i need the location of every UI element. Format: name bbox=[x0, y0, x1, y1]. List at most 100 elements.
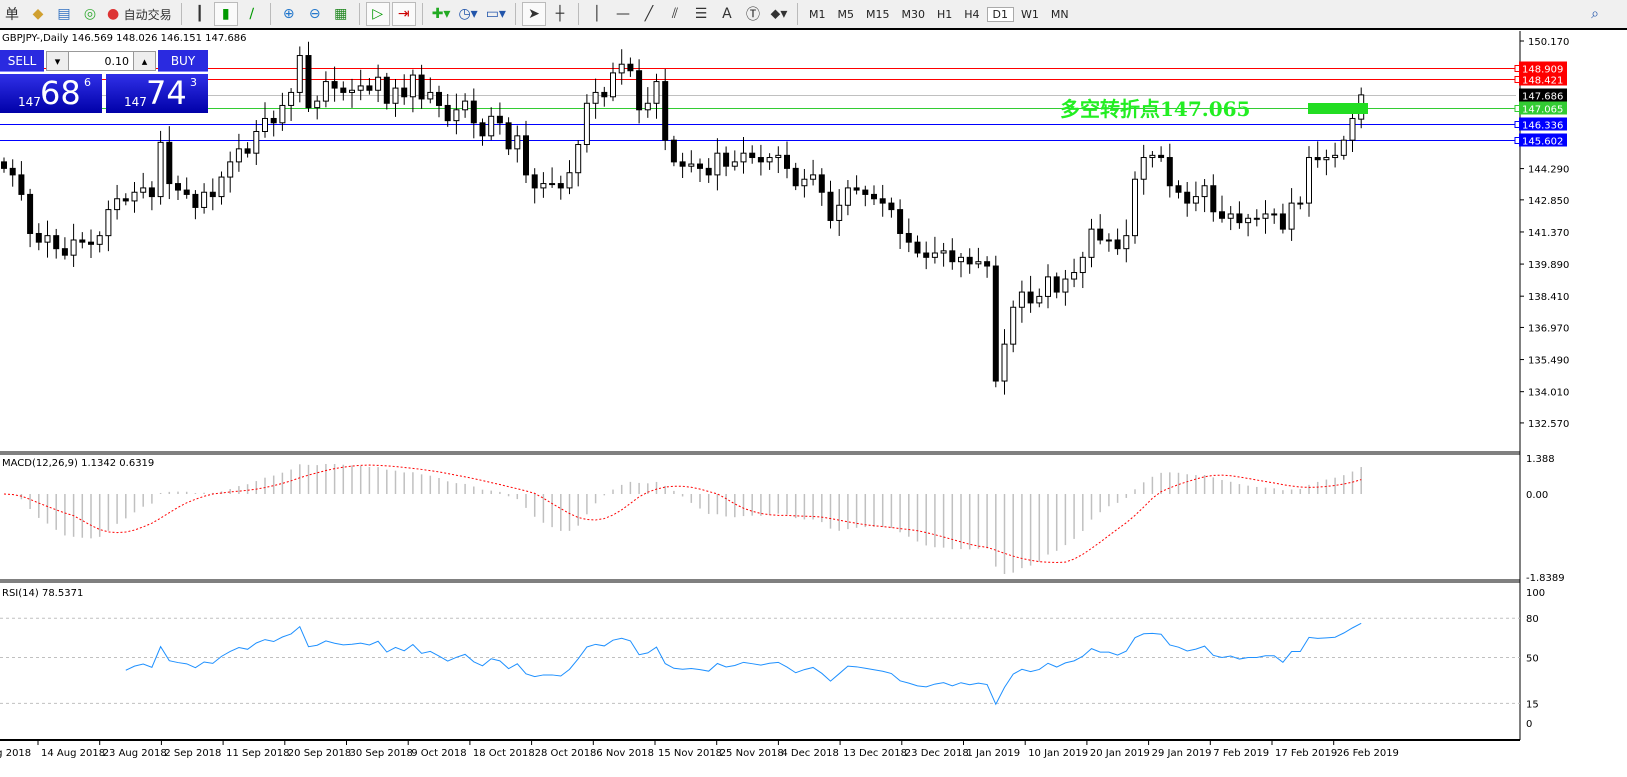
bull-candle bbox=[801, 178, 808, 187]
date-tick-label: 4 Dec 2018 bbox=[781, 748, 839, 759]
lot-input[interactable]: 0.10 bbox=[104, 54, 130, 68]
bull-candle bbox=[1201, 185, 1208, 198]
bear-candle bbox=[557, 183, 564, 189]
bull-candle bbox=[514, 135, 521, 150]
bull-candle bbox=[70, 239, 77, 256]
zoom-in-icon[interactable]: ⊕ bbox=[282, 6, 295, 22]
vertical-line-icon[interactable]: │ bbox=[592, 6, 602, 22]
line-chart-icon[interactable]: ∕ bbox=[249, 6, 255, 22]
bear-candle bbox=[496, 115, 503, 124]
fibonacci-icon[interactable]: ☰ bbox=[694, 6, 708, 22]
horizontal-line-icon[interactable]: — bbox=[615, 6, 630, 22]
bear-candle bbox=[992, 265, 999, 382]
auto-scroll-icon[interactable]: ▷ bbox=[365, 2, 390, 26]
bull-candle bbox=[766, 157, 773, 163]
bear-candle bbox=[444, 104, 451, 122]
candlestick-icon[interactable]: ▮ bbox=[213, 2, 238, 26]
period-m30[interactable]: M30 bbox=[901, 7, 925, 21]
search-icon[interactable]: ⌕ bbox=[1591, 6, 1599, 22]
bear-candle bbox=[1219, 211, 1225, 219]
bull-candle bbox=[1271, 213, 1278, 216]
bear-candle bbox=[1236, 213, 1243, 224]
folder-icon[interactable]: ◆ bbox=[32, 6, 44, 22]
bear-candle bbox=[209, 191, 216, 198]
tile-windows-icon[interactable]: ▦ bbox=[334, 6, 348, 22]
period-m15[interactable]: M15 bbox=[865, 7, 890, 21]
text-label-icon[interactable]: Ⓣ bbox=[745, 7, 760, 23]
signal-icon[interactable]: ◎ bbox=[83, 6, 97, 22]
sell-price-big: 147 bbox=[18, 95, 41, 109]
bull-candle bbox=[1306, 157, 1312, 204]
period-w1[interactable]: W1 bbox=[1021, 7, 1039, 21]
bear-candle bbox=[479, 122, 486, 137]
chart-area[interactable]: 150.170 144.290 142.850 141.370 139.890 138.4… bbox=[0, 30, 1627, 777]
bull-candle bbox=[262, 117, 268, 132]
bear-candle bbox=[505, 122, 512, 150]
bull-candle bbox=[610, 72, 616, 98]
equidistant-channel-icon[interactable]: ⫽ bbox=[671, 6, 679, 22]
bear-candle bbox=[1314, 157, 1321, 161]
new-order-button[interactable]: 单 bbox=[5, 7, 19, 23]
buy-price[interactable]: 147 74 3 bbox=[106, 74, 208, 113]
cursor-icon[interactable]: ➤ bbox=[521, 2, 546, 26]
period-h4[interactable]: H4 bbox=[964, 7, 980, 21]
lot-increase-button[interactable]: ▴ bbox=[133, 52, 155, 70]
pivot-annotation: 多空转折点147.065 bbox=[1060, 97, 1251, 121]
bull-candle bbox=[1340, 139, 1347, 156]
bull-candle bbox=[1227, 213, 1234, 219]
text-tool-icon[interactable]: A bbox=[722, 6, 732, 22]
autotrade-icon: ● bbox=[107, 6, 120, 22]
sell-button[interactable]: SELL bbox=[0, 50, 44, 72]
bear-candle bbox=[905, 232, 912, 243]
bear-candle bbox=[757, 157, 764, 163]
bull-candle bbox=[583, 102, 590, 146]
bear-candle bbox=[18, 174, 25, 195]
period-m1[interactable]: M1 bbox=[808, 7, 826, 21]
bear-candle bbox=[470, 100, 477, 124]
period-d1[interactable]: D1 bbox=[986, 6, 1014, 22]
indicators-icon[interactable]: ✚▾ bbox=[431, 6, 451, 22]
bull-candle bbox=[810, 174, 817, 180]
level-label-bg bbox=[1519, 88, 1567, 102]
macd-label: MACD(12,26,9) 1.1342 0.6319 bbox=[2, 458, 154, 469]
buy-price-sup: 3 bbox=[190, 76, 197, 89]
bull-candle bbox=[349, 89, 355, 93]
period-mn[interactable]: MN bbox=[1050, 7, 1069, 21]
price-tick-label: 150.170 bbox=[1528, 37, 1569, 48]
sell-price[interactable]: 147 68 6 bbox=[0, 74, 102, 113]
bull-candle bbox=[931, 252, 938, 258]
bear-candle bbox=[1279, 213, 1286, 230]
price-tick-label: 136.970 bbox=[1528, 323, 1569, 334]
trendline-icon[interactable]: ╱ bbox=[644, 6, 654, 22]
price-tick-label: 144.290 bbox=[1528, 165, 1569, 176]
news-icon[interactable]: ▤ bbox=[57, 6, 71, 22]
zoom-out-icon[interactable]: ⊖ bbox=[308, 6, 321, 22]
divider bbox=[358, 3, 360, 25]
crosshair-icon[interactable]: ┼ bbox=[555, 6, 565, 22]
arrows-icon[interactable]: ⬥▾ bbox=[770, 6, 788, 22]
bear-candle bbox=[966, 256, 973, 265]
bull-candle bbox=[96, 235, 103, 245]
bear-candle bbox=[723, 152, 730, 167]
bear-candle bbox=[27, 193, 34, 234]
bear-candle bbox=[183, 189, 190, 195]
bear-candle bbox=[192, 193, 199, 208]
divider bbox=[577, 3, 579, 25]
period-h1[interactable]: H1 bbox=[936, 7, 953, 21]
lot-decrease-button[interactable]: ▾ bbox=[47, 52, 69, 70]
level-label-bg bbox=[1519, 101, 1567, 115]
autotrade-button[interactable]: ● 自动交易 bbox=[104, 2, 175, 26]
periods-clock-icon[interactable]: ◷▾ bbox=[458, 6, 478, 22]
templates-icon[interactable]: ▭▾ bbox=[485, 6, 506, 22]
bull-candle bbox=[540, 183, 547, 189]
bull-candle bbox=[140, 187, 147, 193]
bar-chart-icon[interactable]: ┃ bbox=[195, 6, 204, 22]
date-tick-label: 13 Dec 2018 bbox=[843, 748, 907, 759]
bear-candle bbox=[523, 135, 529, 176]
period-m5[interactable]: M5 bbox=[837, 7, 854, 21]
chart-shift-icon[interactable]: ⇥ bbox=[391, 2, 416, 26]
sell-price-sup: 6 bbox=[84, 76, 91, 89]
bear-candle bbox=[331, 81, 338, 89]
buy-button[interactable]: BUY bbox=[158, 50, 208, 72]
rsi-tick-label: 100 bbox=[1526, 588, 1545, 599]
